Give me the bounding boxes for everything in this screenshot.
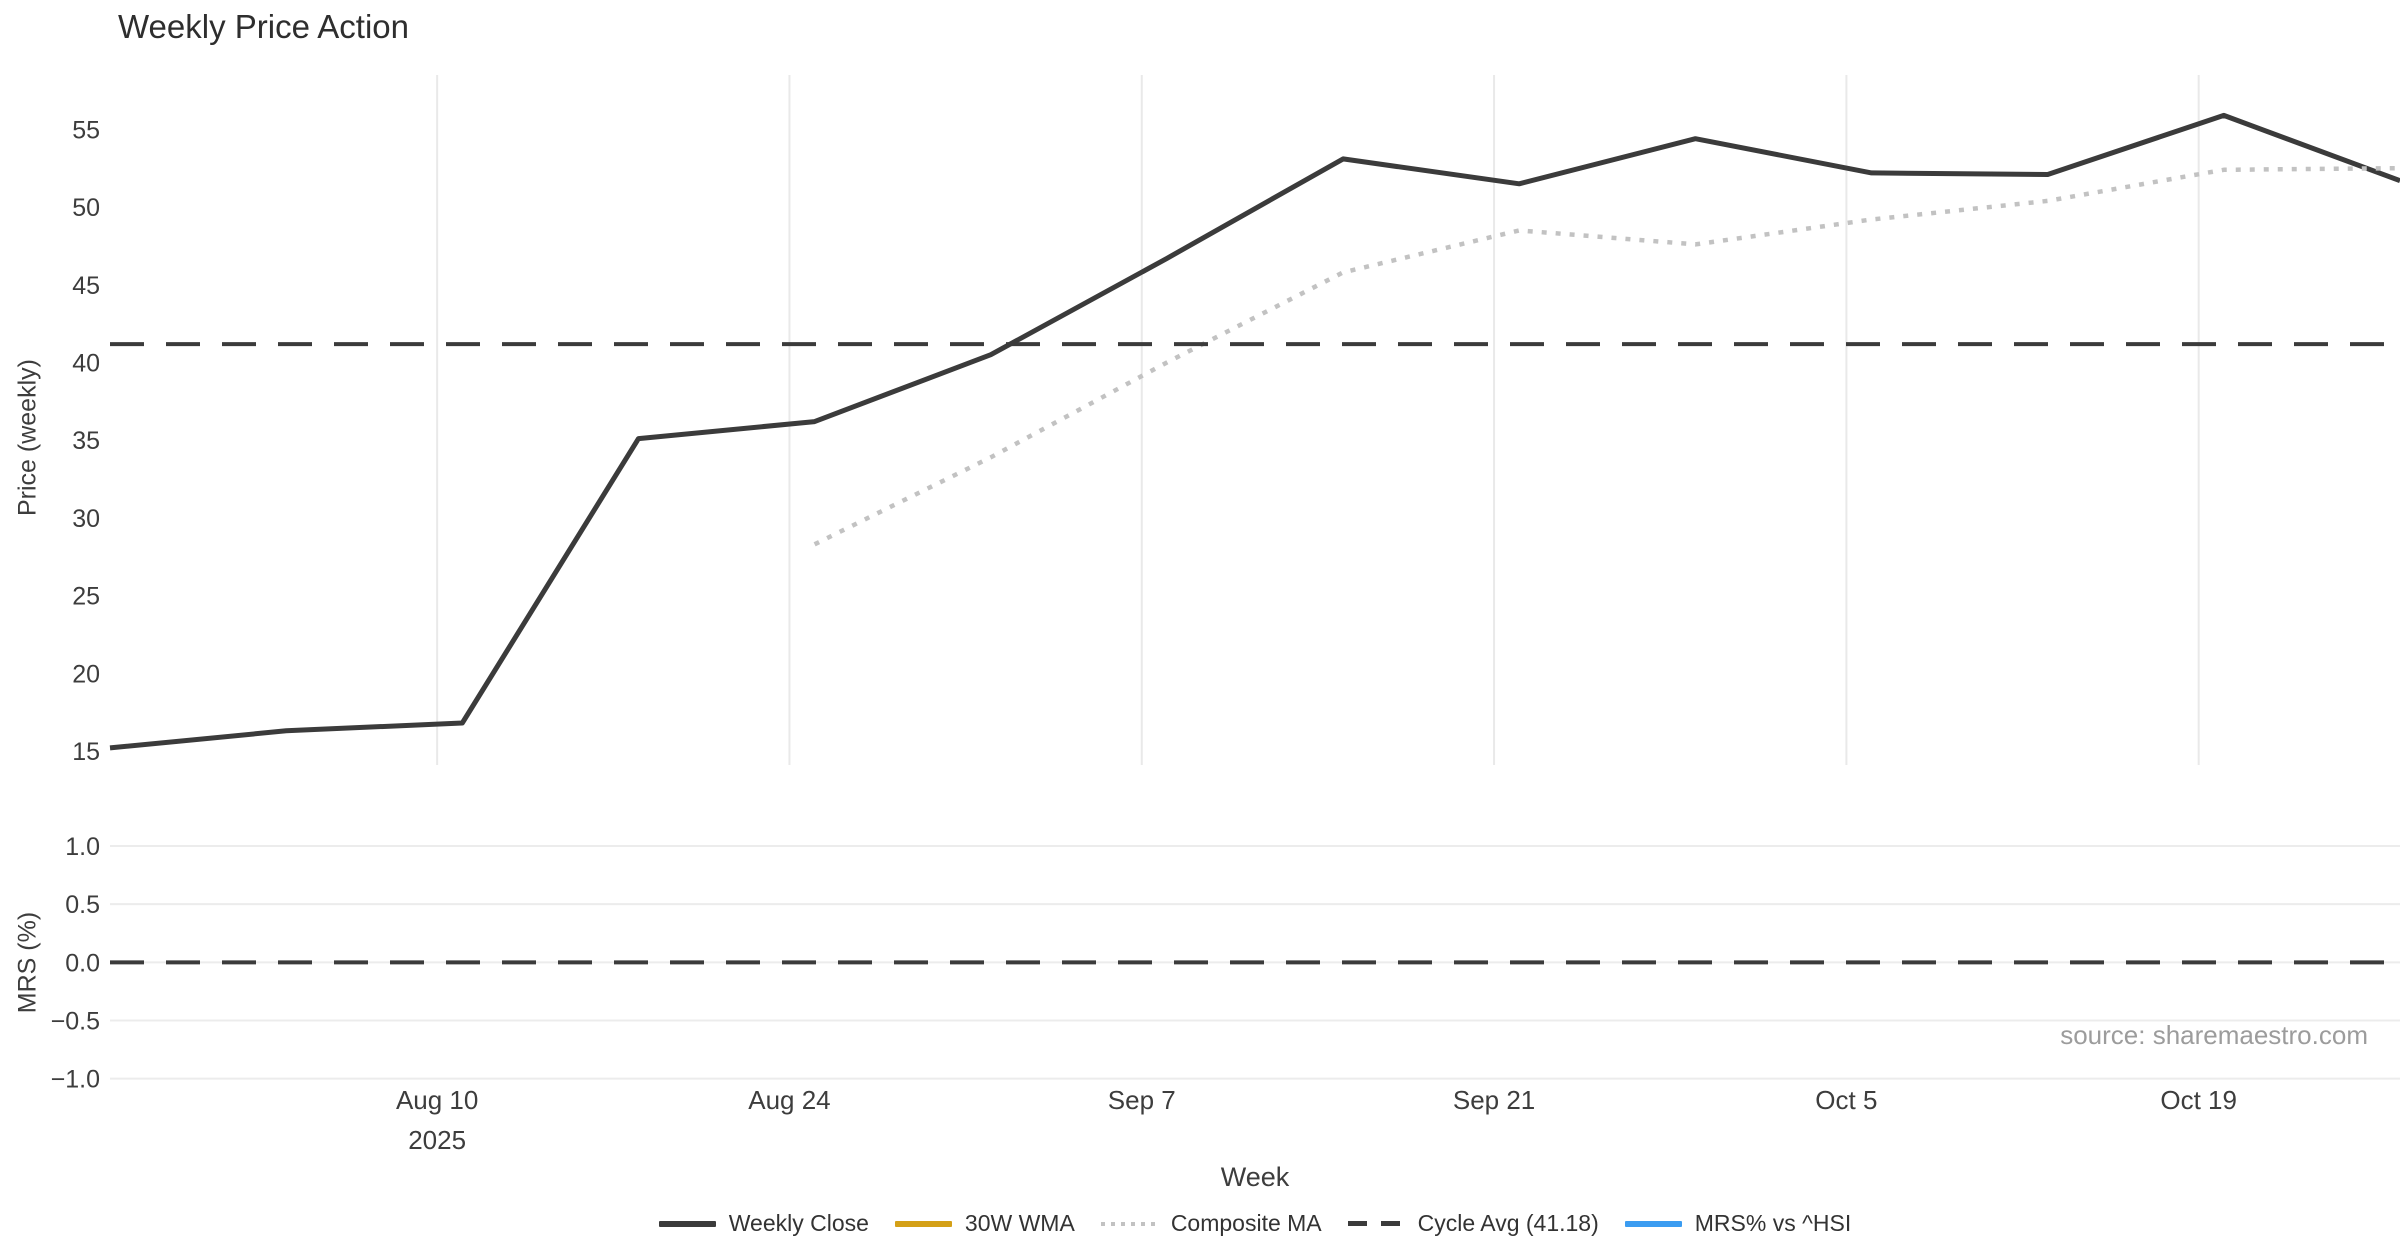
- mrs-axis-tick-label: 0.0: [65, 949, 100, 977]
- dotted-line-swatch-icon: [1100, 1221, 1158, 1226]
- solid-line-swatch-icon: [894, 1220, 952, 1227]
- mrs-axis-tick-label: −1.0: [51, 1066, 100, 1094]
- legend-label: Weekly Close: [728, 1210, 869, 1236]
- composite-ma-line: [813, 165, 2400, 547]
- x-axis-tick-label: Oct 5: [1815, 1085, 1877, 1115]
- legend-label: MRS% vs ^HSI: [1694, 1210, 1852, 1236]
- price-axis-tick-label: 25: [72, 583, 100, 611]
- solid-line-swatch-icon: [1624, 1220, 1682, 1227]
- price-axis-tick-label: 20: [72, 660, 100, 688]
- x-axis-tick-label: Aug 24: [748, 1085, 830, 1115]
- price-axis-tick-label: 30: [72, 505, 100, 533]
- legend-item-cycle-avg-41-18-[interactable]: Cycle Avg (41.18): [1347, 1210, 1599, 1237]
- price-axis-tick-label: 55: [72, 116, 100, 144]
- x-axis-tick-label: Sep 21: [1453, 1085, 1535, 1115]
- price-axis-tick-label: 35: [72, 427, 100, 455]
- legend-item-30w-wma[interactable]: 30W WMA: [894, 1210, 1075, 1237]
- legend-item-weekly-close[interactable]: Weekly Close: [658, 1210, 869, 1237]
- mrs-axis-tick-label: −0.5: [51, 1007, 100, 1035]
- solid-line-swatch-icon: [658, 1220, 716, 1227]
- mrs-axis-tick-label: 1.0: [65, 833, 100, 861]
- legend-item-composite-ma[interactable]: Composite MA: [1100, 1210, 1322, 1237]
- price-axis-tick-label: 40: [72, 350, 100, 378]
- price-axis-tick-label: 15: [72, 738, 100, 766]
- weekly-close-line: [109, 112, 2400, 751]
- x-axis-tick-label: Sep 7: [1108, 1085, 1176, 1115]
- source-credit: source: sharemaestro.com: [2060, 1020, 2368, 1050]
- legend-label: Composite MA: [1170, 1210, 1322, 1236]
- legend-label: Cycle Avg (41.18): [1417, 1210, 1599, 1236]
- legend-label: 30W WMA: [964, 1210, 1075, 1236]
- chart-legend: Weekly Close 30W WMA Composite MA Cycle Avg…: [110, 1210, 2400, 1237]
- dashed-line-swatch-icon: [1347, 1221, 1405, 1226]
- legend-item-mrs-vs-hsi[interactable]: MRS% vs ^HSI: [1624, 1210, 1852, 1237]
- chart-title: Weekly Price Action: [118, 8, 410, 45]
- price-axis-tick-label: 45: [72, 272, 100, 300]
- x-axis-title: Week: [1220, 1162, 1290, 1192]
- mrs-axis-tick-label: 0.5: [65, 891, 100, 919]
- x-axis-year-label: 2025: [408, 1125, 466, 1155]
- x-axis-tick-label: Oct 19: [2160, 1085, 2237, 1115]
- price-axis-tick-label: 50: [72, 194, 100, 222]
- x-axis-tick-label: Aug 10: [396, 1085, 478, 1115]
